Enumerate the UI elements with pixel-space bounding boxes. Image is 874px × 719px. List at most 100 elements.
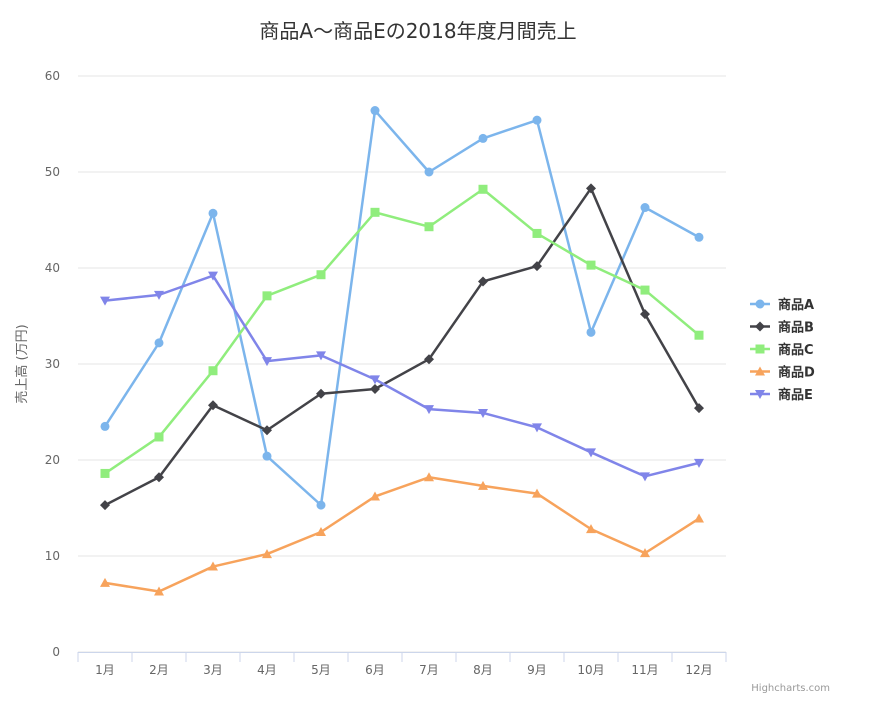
legend-item[interactable]: 商品C xyxy=(750,342,814,358)
data-point[interactable] xyxy=(208,561,218,571)
series-line[interactable] xyxy=(104,188,700,475)
data-point[interactable] xyxy=(100,500,110,511)
legend-label: 商品A xyxy=(778,297,814,313)
axis-layer: 0 10 20 30 40 50 60 1月 2月 3月 4月 5月 6月 7月 8月 9月 10月 11月 12月 xyxy=(45,69,727,677)
x-tick-label: 7月 xyxy=(419,663,439,677)
legend-label: 商品C xyxy=(778,342,814,358)
legend-item[interactable]: 商品D xyxy=(750,365,815,381)
chart-title: 商品A～商品Eの2018年度月間売上 xyxy=(259,19,576,43)
data-point[interactable] xyxy=(586,327,596,337)
data-point[interactable] xyxy=(586,524,596,534)
y-tick-label: 30 xyxy=(45,357,60,371)
data-point[interactable] xyxy=(316,500,326,510)
data-point[interactable] xyxy=(154,432,164,442)
data-point[interactable] xyxy=(640,548,650,558)
data-point[interactable] xyxy=(100,468,110,478)
data-point[interactable] xyxy=(262,549,272,559)
data-point[interactable] xyxy=(262,291,272,301)
data-point[interactable] xyxy=(532,488,542,498)
data-point[interactable] xyxy=(640,203,650,213)
data-point[interactable] xyxy=(370,207,380,217)
data-point[interactable] xyxy=(478,276,488,287)
legend-marker xyxy=(755,366,765,376)
data-point[interactable] xyxy=(208,366,218,376)
credits-link[interactable]: Highcharts.com xyxy=(751,683,830,694)
data-point[interactable] xyxy=(100,577,110,587)
data-point[interactable] xyxy=(370,491,380,501)
legend-marker xyxy=(755,344,765,354)
series-3[interactable] xyxy=(100,184,704,478)
data-point[interactable] xyxy=(424,167,434,177)
data-point[interactable] xyxy=(208,271,218,281)
y-tick-label: 10 xyxy=(45,549,60,563)
data-point[interactable] xyxy=(316,270,326,280)
y-axis-title: 売上高 (万円) xyxy=(14,324,30,403)
data-point[interactable] xyxy=(316,351,326,361)
data-point[interactable] xyxy=(694,232,704,242)
data-point[interactable] xyxy=(262,357,272,367)
data-point[interactable] xyxy=(262,451,272,461)
data-point[interactable] xyxy=(694,403,704,414)
legend-item[interactable]: 商品B xyxy=(750,320,814,336)
y-tick-label: 20 xyxy=(45,453,60,467)
legend-marker xyxy=(755,299,765,309)
x-tick-label: 9月 xyxy=(527,663,547,677)
data-point[interactable] xyxy=(694,513,704,523)
data-point[interactable] xyxy=(424,405,434,415)
series-line[interactable] xyxy=(104,187,701,507)
data-point[interactable] xyxy=(424,222,434,232)
series-line[interactable] xyxy=(104,274,700,478)
y-tick-label: 0 xyxy=(52,645,60,659)
x-tick-label: 11月 xyxy=(631,663,658,677)
data-point[interactable] xyxy=(100,296,110,306)
data-point[interactable] xyxy=(478,184,488,194)
data-point[interactable] xyxy=(586,183,596,194)
series-2[interactable] xyxy=(100,183,704,511)
legend-item[interactable]: 商品E xyxy=(750,387,813,403)
data-point[interactable] xyxy=(154,586,164,596)
data-point[interactable] xyxy=(532,261,542,272)
data-point[interactable] xyxy=(586,260,596,270)
series-4[interactable] xyxy=(100,472,704,596)
data-point[interactable] xyxy=(478,408,488,418)
data-point[interactable] xyxy=(694,458,704,468)
data-point[interactable] xyxy=(478,480,488,490)
y-tick-label: 40 xyxy=(45,261,60,275)
data-point[interactable] xyxy=(208,400,218,411)
data-point[interactable] xyxy=(424,472,434,482)
data-point[interactable] xyxy=(154,472,164,483)
y-tick-label: 60 xyxy=(45,69,60,83)
data-point[interactable] xyxy=(316,388,326,399)
data-point[interactable] xyxy=(262,425,272,436)
legend-label: 商品D xyxy=(778,365,815,381)
data-point[interactable] xyxy=(424,354,434,365)
series-1[interactable] xyxy=(100,106,704,510)
data-point[interactable] xyxy=(100,421,110,431)
data-point[interactable] xyxy=(208,208,218,218)
data-point[interactable] xyxy=(586,448,596,458)
data-point[interactable] xyxy=(532,115,542,125)
data-point[interactable] xyxy=(370,375,380,385)
x-tick-label: 4月 xyxy=(257,663,277,677)
legend-label: 商品E xyxy=(778,387,813,403)
data-point[interactable] xyxy=(532,423,542,433)
data-point[interactable] xyxy=(640,285,650,295)
data-point[interactable] xyxy=(694,330,704,340)
legend: 商品A 商品B 商品C 商品D 商品E xyxy=(750,297,815,403)
series-line[interactable] xyxy=(104,476,700,593)
data-point[interactable] xyxy=(532,228,542,238)
data-point[interactable] xyxy=(154,338,164,348)
data-point[interactable] xyxy=(370,383,380,394)
grid-layer xyxy=(78,75,726,653)
data-point[interactable] xyxy=(640,472,650,482)
data-point[interactable] xyxy=(316,527,326,536)
data-point[interactable] xyxy=(154,290,164,300)
data-point[interactable] xyxy=(370,106,380,116)
series-5[interactable] xyxy=(100,271,704,482)
series-line[interactable] xyxy=(103,109,700,507)
legend-item[interactable]: 商品A xyxy=(750,297,814,313)
data-point[interactable] xyxy=(478,133,488,143)
data-point[interactable] xyxy=(640,309,650,320)
